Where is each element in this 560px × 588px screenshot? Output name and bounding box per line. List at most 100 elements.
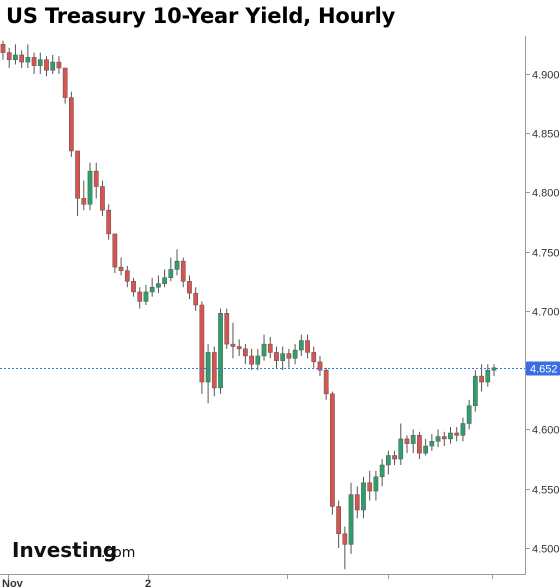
candle xyxy=(106,204,112,240)
candle-body xyxy=(292,349,298,359)
x-tick-label: 2 xyxy=(145,578,151,588)
candle-body xyxy=(429,441,435,447)
candle xyxy=(180,257,186,288)
y-tick-label: 4.700 xyxy=(532,307,560,319)
candle-body xyxy=(305,340,310,353)
candle xyxy=(317,355,323,377)
candle-body xyxy=(199,304,205,383)
candle xyxy=(100,180,105,217)
candle xyxy=(274,346,279,368)
candle-body xyxy=(448,432,453,440)
candle xyxy=(472,370,478,412)
logo-name: Investing xyxy=(12,538,117,562)
candle-body xyxy=(174,260,180,270)
candle-body xyxy=(211,352,217,389)
candle xyxy=(174,249,180,276)
candle-body xyxy=(243,348,248,357)
candles-layer xyxy=(0,40,497,570)
candle-body xyxy=(466,405,472,424)
candle-body xyxy=(187,281,192,294)
candle xyxy=(361,476,366,519)
candle xyxy=(454,427,460,442)
current-value-tag: 4.652 xyxy=(526,361,560,376)
candle xyxy=(87,162,93,211)
candle xyxy=(354,486,360,519)
candle-body xyxy=(286,353,292,359)
candle-body xyxy=(392,455,397,460)
current-value-label: 4.652 xyxy=(530,364,558,376)
candle-body xyxy=(404,438,410,444)
candle-body xyxy=(25,57,31,63)
logo-suffix: .com xyxy=(101,545,135,561)
candle xyxy=(162,269,167,288)
candle-body xyxy=(236,346,242,350)
candle xyxy=(243,344,248,365)
candle xyxy=(156,275,161,294)
y-tick-label: 4.750 xyxy=(532,248,560,260)
candle-body xyxy=(106,209,112,235)
candle xyxy=(261,334,267,361)
candle xyxy=(311,346,317,368)
candle xyxy=(379,459,385,487)
candle-body xyxy=(87,170,93,205)
candle-body xyxy=(311,352,317,363)
y-axis-ticks: 4.5004.5504.6004.6504.7004.7504.8004.850… xyxy=(525,70,560,556)
candle xyxy=(404,435,410,454)
candle-body xyxy=(6,52,12,60)
candle xyxy=(193,287,199,311)
candle xyxy=(69,91,74,157)
candle xyxy=(255,348,261,371)
candle xyxy=(0,40,6,60)
candle xyxy=(267,336,273,359)
candle-body xyxy=(261,343,267,357)
candle xyxy=(187,275,192,300)
y-tick-label: 4.850 xyxy=(532,129,560,141)
candle xyxy=(37,52,43,74)
candle xyxy=(31,52,37,74)
candle xyxy=(286,348,292,368)
candle xyxy=(224,308,230,349)
candle-body xyxy=(56,61,62,69)
candle xyxy=(62,67,68,104)
candle-body xyxy=(31,57,37,66)
candle-body xyxy=(249,355,254,365)
candle-body xyxy=(180,260,186,282)
investing-logo: Investing .com xyxy=(12,538,135,562)
y-tick-label: 4.900 xyxy=(532,70,560,82)
candle-body xyxy=(460,423,466,436)
candle-body xyxy=(417,435,422,454)
candle-body xyxy=(298,340,304,351)
candle xyxy=(124,265,130,288)
candle-body xyxy=(93,170,99,187)
candle-body xyxy=(143,291,149,302)
candle-body xyxy=(19,54,25,63)
candle xyxy=(75,150,80,217)
candle xyxy=(93,162,99,199)
candle xyxy=(19,50,25,68)
candle-body xyxy=(379,464,385,478)
candle-body xyxy=(205,352,211,383)
candle-body xyxy=(156,283,161,288)
candle-body xyxy=(385,455,391,466)
candle xyxy=(218,308,223,394)
candle-body xyxy=(398,438,404,460)
candle-body xyxy=(13,54,18,60)
x-axis-ticks: Nov 2 xyxy=(2,574,493,588)
candle xyxy=(292,344,298,365)
candle xyxy=(298,334,304,356)
candle xyxy=(348,482,354,554)
candle-body xyxy=(354,494,360,511)
candle-body xyxy=(81,198,87,205)
candle xyxy=(230,322,236,359)
candle-body xyxy=(69,97,74,152)
y-tick-label: 4.500 xyxy=(532,544,560,556)
candle xyxy=(429,434,435,451)
candle-body xyxy=(75,150,80,199)
candle-body xyxy=(118,266,124,271)
y-tick-label: 4.550 xyxy=(532,485,560,497)
y-tick-label: 4.800 xyxy=(532,188,560,200)
candle-body xyxy=(267,343,273,353)
candle xyxy=(205,344,211,404)
candle xyxy=(373,470,379,501)
candle-body xyxy=(435,436,441,442)
